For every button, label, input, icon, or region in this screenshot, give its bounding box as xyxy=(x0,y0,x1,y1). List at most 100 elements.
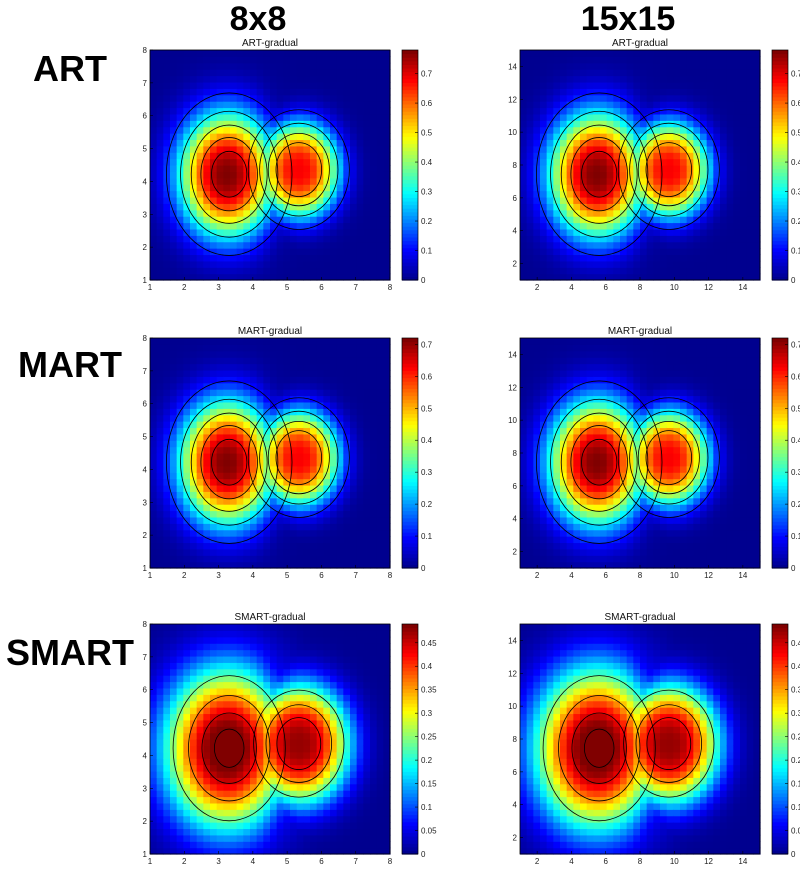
heat-cell xyxy=(647,555,654,562)
heat-cell xyxy=(647,56,654,63)
heat-cell xyxy=(363,133,370,140)
colorbar-segment xyxy=(402,431,418,435)
heat-cell xyxy=(190,472,197,479)
heat-cell xyxy=(547,50,554,57)
heat-cell xyxy=(573,472,580,479)
heat-cell xyxy=(667,229,674,236)
heat-cell xyxy=(230,536,237,543)
heat-cell xyxy=(370,120,377,127)
heat-cell xyxy=(600,453,607,460)
heat-cell xyxy=(230,274,237,281)
heat-cell xyxy=(283,364,290,371)
heat-cell xyxy=(330,274,337,281)
heat-cell xyxy=(343,114,350,121)
heat-cell xyxy=(747,139,754,146)
heat-cell xyxy=(383,139,390,146)
heat-cell xyxy=(520,114,527,121)
heat-cell xyxy=(587,434,594,441)
heat-cell xyxy=(363,491,370,498)
heat-cell xyxy=(520,165,527,172)
heat-cell xyxy=(363,415,370,422)
heat-cell xyxy=(350,261,357,268)
heat-cell xyxy=(377,466,384,473)
heat-cell xyxy=(163,274,170,281)
heat-cell xyxy=(303,191,310,198)
x-tick-label: 7 xyxy=(353,283,358,292)
colorbar-segment xyxy=(772,50,788,54)
heat-cell xyxy=(720,50,727,57)
heat-cell xyxy=(257,562,264,569)
heat-cell xyxy=(190,254,197,261)
heat-cell xyxy=(520,440,527,447)
heat-cell xyxy=(593,517,600,524)
heat-cell xyxy=(527,344,534,351)
heat-cell xyxy=(640,76,647,83)
heat-cell xyxy=(533,396,540,403)
heat-cell xyxy=(250,466,257,473)
heat-cell xyxy=(223,536,230,543)
heat-cell xyxy=(547,69,554,76)
heat-cell xyxy=(163,357,170,364)
heat-cell xyxy=(533,517,540,524)
heat-cell xyxy=(223,56,230,63)
heat-cell xyxy=(317,523,324,530)
heat-cell xyxy=(170,440,177,447)
heat-cell xyxy=(317,440,324,447)
heat-cell xyxy=(150,447,157,454)
heat-cell xyxy=(593,267,600,274)
heat-cell xyxy=(177,351,184,358)
heat-cell xyxy=(170,504,177,511)
heat-cell xyxy=(553,542,560,549)
heat-cell xyxy=(290,523,297,530)
heat-cell xyxy=(157,82,164,89)
heat-cell xyxy=(593,344,600,351)
heat-cell xyxy=(740,120,747,127)
heat-cell xyxy=(707,108,714,115)
heat-cell xyxy=(613,549,620,556)
heat-cell xyxy=(183,50,190,57)
heat-cell xyxy=(600,351,607,358)
heat-cell xyxy=(163,108,170,115)
heat-cell xyxy=(237,171,244,178)
heat-cell xyxy=(183,165,190,172)
heat-cell xyxy=(170,549,177,556)
heat-cell xyxy=(277,389,284,396)
heat-cell xyxy=(190,139,197,146)
heat-cell xyxy=(553,440,560,447)
heat-cell xyxy=(600,530,607,537)
heat-cell xyxy=(150,459,157,466)
heat-cell xyxy=(540,396,547,403)
heat-cell xyxy=(560,344,567,351)
heat-cell xyxy=(163,267,170,274)
heat-cell xyxy=(687,229,694,236)
heat-cell xyxy=(170,165,177,172)
colorbar-segment xyxy=(402,381,418,385)
heat-cell xyxy=(377,56,384,63)
heat-cell xyxy=(257,223,264,230)
heat-cell xyxy=(520,364,527,371)
heat-cell xyxy=(150,389,157,396)
heat-cell xyxy=(303,184,310,191)
heat-cell xyxy=(210,466,217,473)
heat-cell xyxy=(250,261,257,268)
heat-cell xyxy=(283,440,290,447)
heat-cell xyxy=(277,517,284,524)
heat-cell xyxy=(540,235,547,242)
heat-cell xyxy=(270,242,277,249)
heat-cell xyxy=(230,364,237,371)
heat-cell xyxy=(693,229,700,236)
heat-cell xyxy=(653,165,660,172)
heat-cell xyxy=(627,511,634,518)
heat-cell xyxy=(547,76,554,83)
heat-cell xyxy=(733,108,740,115)
heat-cell xyxy=(290,466,297,473)
heat-cell xyxy=(727,197,734,204)
heat-cell xyxy=(593,101,600,108)
heat-cell xyxy=(203,472,210,479)
heat-cell xyxy=(197,485,204,492)
heat-cell xyxy=(573,459,580,466)
heat-cell xyxy=(197,555,204,562)
heat-cell xyxy=(727,139,734,146)
heat-cell xyxy=(647,542,654,549)
heat-cell xyxy=(337,210,344,217)
